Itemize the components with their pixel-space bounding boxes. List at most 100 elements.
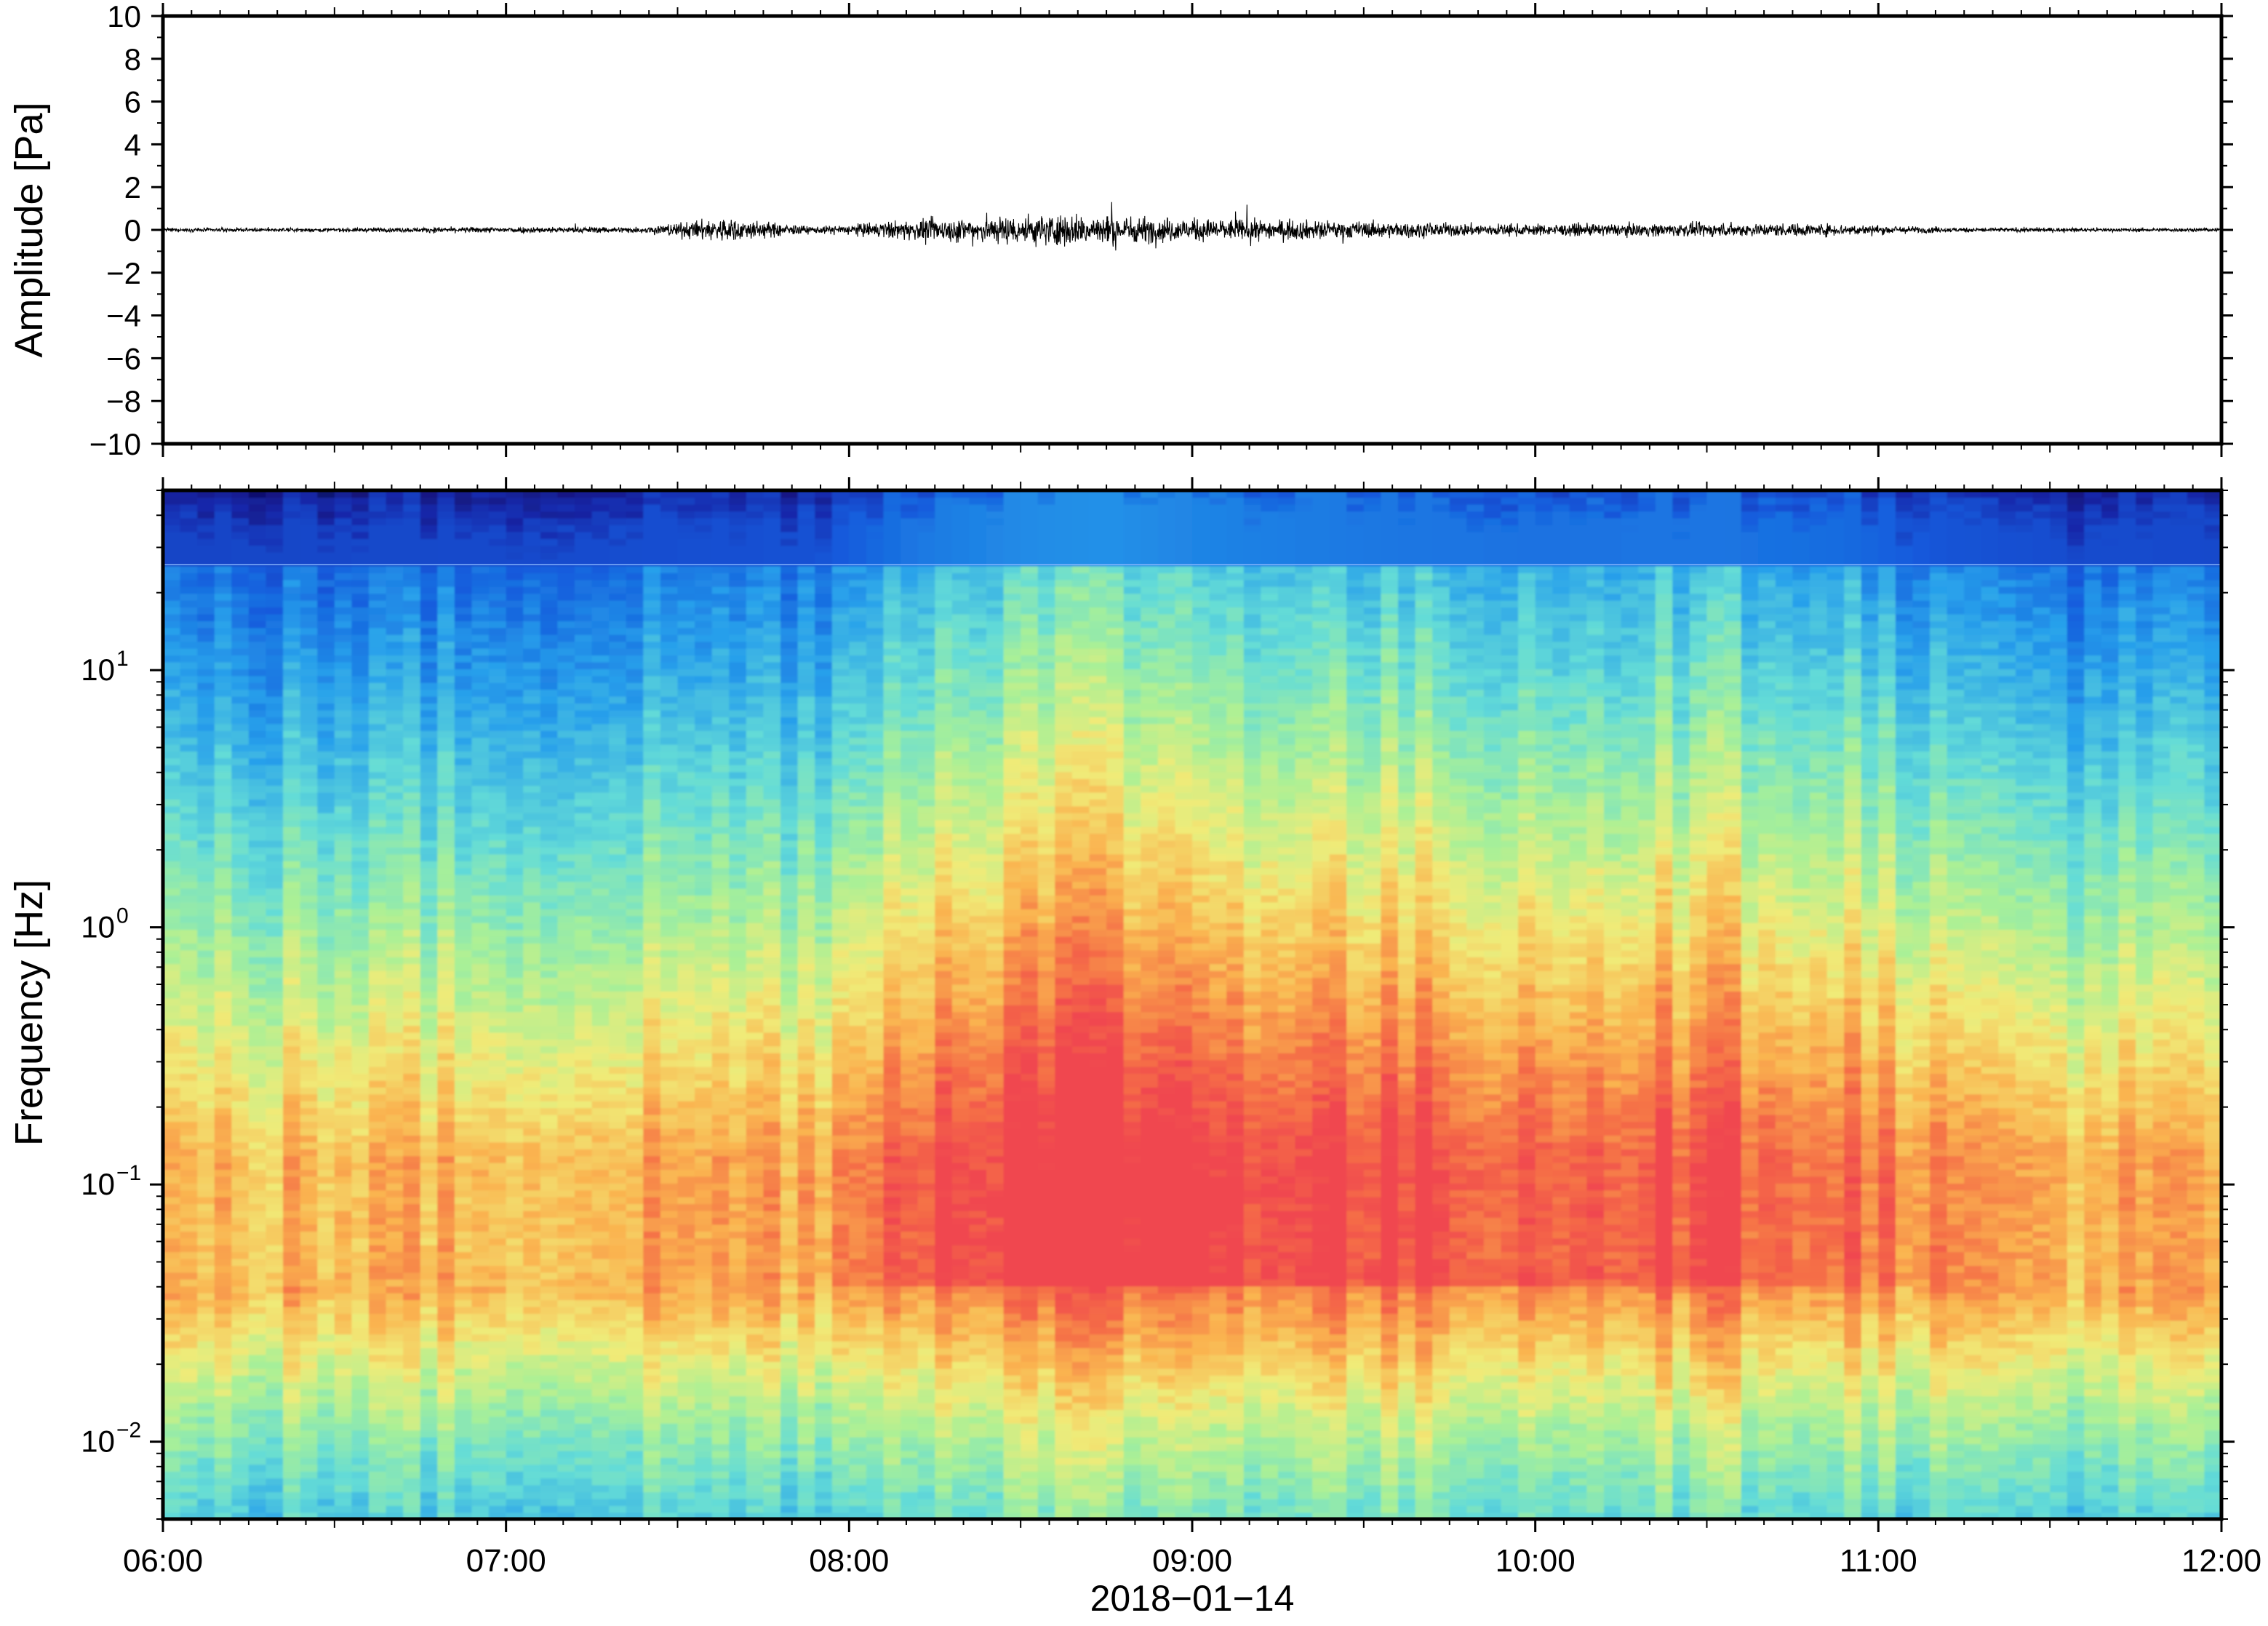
spectrogram-cell xyxy=(592,1155,610,1163)
spectrogram-cell xyxy=(472,634,490,642)
spectrogram-cell xyxy=(592,600,610,607)
spectrogram-cell xyxy=(317,614,335,621)
spectrogram-cell xyxy=(420,737,438,744)
spectrogram-cell xyxy=(215,1121,232,1128)
spectrogram-cell xyxy=(335,1149,352,1156)
spectrogram-cell xyxy=(489,614,506,621)
spectrogram-cell xyxy=(557,895,575,902)
spectrogram-cell xyxy=(266,1115,284,1122)
spectrogram-cell xyxy=(695,1087,712,1094)
spectrogram-cell xyxy=(197,874,215,882)
spectrogram-cell xyxy=(695,1389,712,1396)
spectrogram-cell xyxy=(523,1293,540,1300)
spectrogram-cell xyxy=(386,1203,404,1211)
spectrogram-cell xyxy=(678,1115,695,1122)
spectrogram-cell xyxy=(249,1389,266,1396)
spectrogram-cell xyxy=(455,1101,472,1108)
spectrogram-cell xyxy=(249,833,266,840)
spectrogram-cell xyxy=(351,1430,369,1438)
spectrogram-cell xyxy=(609,1155,626,1163)
spectrogram-cell xyxy=(249,1499,266,1506)
spectrogram-cell xyxy=(540,1485,558,1492)
spectrogram-cell xyxy=(283,648,300,655)
spectrogram-cell xyxy=(660,1211,678,1218)
spectrogram-cell xyxy=(695,1163,712,1170)
spectrogram-cell xyxy=(180,710,198,717)
spectrogram-cell xyxy=(249,1059,266,1067)
spectrogram-cell xyxy=(455,1347,472,1355)
spectrogram-cell xyxy=(557,1430,575,1438)
spectrogram-cell xyxy=(163,1115,180,1122)
spectrogram-cell xyxy=(351,689,369,696)
spectrogram-cell xyxy=(231,1307,249,1314)
spectrogram-cell xyxy=(403,772,420,779)
spectrogram-cell xyxy=(523,744,540,752)
waveform-y-tick-label: 8 xyxy=(124,42,141,76)
spectrogram-cell xyxy=(660,1087,678,1094)
spectrogram-cell xyxy=(386,1231,404,1238)
spectrogram-cell xyxy=(592,957,610,964)
spectrogram-cell xyxy=(609,1217,626,1224)
spectrogram-cell xyxy=(592,737,610,744)
spectrogram-cell xyxy=(386,1121,404,1128)
spectrogram-cell xyxy=(643,950,660,957)
spectrogram-cell xyxy=(575,1005,592,1012)
spectrogram-cell xyxy=(266,600,284,607)
spectrogram-cell xyxy=(317,1025,335,1032)
spectrogram-cell xyxy=(489,943,506,950)
spectrogram-cell xyxy=(523,772,540,779)
spectrogram-cell xyxy=(215,1313,232,1320)
spectrogram-cell xyxy=(643,984,660,992)
spectrogram-cell xyxy=(643,628,660,635)
spectrogram-cell xyxy=(420,1478,438,1485)
spectrogram-cell xyxy=(300,1437,318,1444)
spectrogram-cell xyxy=(437,1107,455,1115)
spectrogram-cell xyxy=(506,1238,524,1246)
spectrogram-cell xyxy=(695,1491,712,1499)
spectrogram-cell xyxy=(163,580,180,587)
spectrogram-cell xyxy=(317,1107,335,1115)
spectrogram-cell xyxy=(197,621,215,628)
spectrogram-cell xyxy=(575,1211,592,1218)
spectrogram-cell xyxy=(506,655,524,662)
spectrogram-cell xyxy=(575,1375,592,1382)
spectrogram-cell xyxy=(249,1211,266,1218)
spectrogram-cell xyxy=(180,1368,198,1376)
spectrogram-cell xyxy=(249,1183,266,1190)
spectrogram-cell xyxy=(678,1286,695,1294)
spectrogram-cell xyxy=(163,669,180,676)
spectrogram-cell xyxy=(403,778,420,786)
spectrogram-cell xyxy=(231,1395,249,1403)
spectrogram-cell xyxy=(626,772,644,779)
spectrogram-cell xyxy=(249,984,266,992)
spectrogram-cell xyxy=(420,998,438,1005)
spectrogram-cell xyxy=(420,868,438,875)
spectrogram-cell xyxy=(472,1107,490,1115)
spectrogram-cell xyxy=(335,1163,352,1170)
spectrogram-cell xyxy=(249,799,266,806)
spectrogram-cell xyxy=(489,593,506,600)
spectrogram-cell xyxy=(403,1505,420,1513)
spectrogram-cell xyxy=(678,662,695,669)
spectrogram-cell xyxy=(283,916,300,923)
spectrogram-cell xyxy=(231,1499,249,1506)
spectrogram-cell xyxy=(609,1107,626,1115)
spectrogram-cell xyxy=(506,847,524,854)
spectrogram-cell xyxy=(592,1025,610,1032)
spectrogram-cell xyxy=(283,785,300,792)
spectrogram-cell xyxy=(643,662,660,669)
spectrogram-cell xyxy=(249,1299,266,1307)
waveform-y-tick-label: 10 xyxy=(107,0,141,33)
spectrogram-cell xyxy=(386,1272,404,1280)
spectrogram-cell xyxy=(695,785,712,792)
spectrogram-cell xyxy=(592,772,610,779)
spectrogram-cell xyxy=(403,545,420,552)
spectrogram-cell xyxy=(215,1491,232,1499)
spectrogram-cell xyxy=(215,1059,232,1067)
spectrogram-cell xyxy=(249,703,266,710)
spectrogram-cell xyxy=(163,1080,180,1088)
spectrogram-cell xyxy=(489,806,506,813)
spectrogram-cell xyxy=(437,525,455,532)
spectrogram-cell xyxy=(231,504,249,511)
spectrogram-cell xyxy=(592,1163,610,1170)
